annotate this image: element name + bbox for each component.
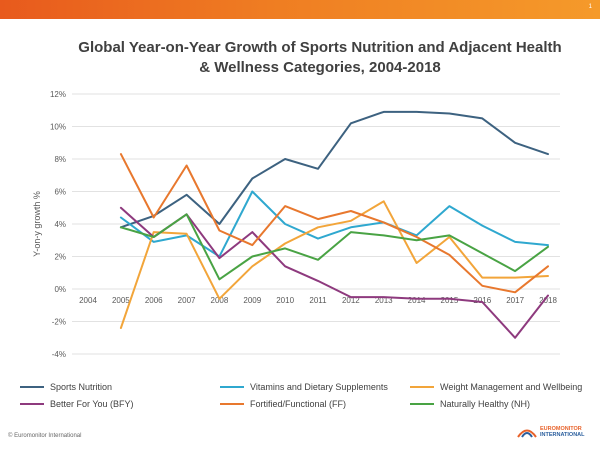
legend-label: Vitamins and Dietary Supplements [250, 382, 388, 392]
legend-label: Naturally Healthy (NH) [440, 399, 531, 409]
legend-item: Sports Nutrition [20, 382, 112, 392]
legend-item: Fortified/Functional (FF) [220, 399, 346, 409]
legend-swatch [220, 386, 244, 388]
x-tick-label: 2018 [539, 296, 557, 305]
chart-legend: Sports Nutrition Vitamins and Dietary Sup… [20, 382, 582, 422]
y-tick-label: 12% [50, 90, 66, 99]
legend-swatch [410, 403, 434, 405]
y-tick-label: 0% [54, 285, 66, 294]
x-tick-label: 2011 [309, 296, 327, 305]
legend-label: Weight Management and Wellbeing [440, 382, 583, 392]
x-tick-label: 2013 [375, 296, 393, 305]
x-tick-label: 2015 [441, 296, 459, 305]
logo-line-1: EUROMONITOR [540, 426, 582, 432]
series-line-fortified-functional-ff [119, 153, 549, 294]
series-line-better-for-you-bfy [119, 206, 549, 339]
legend-swatch [410, 386, 434, 388]
x-tick-label: 2006 [145, 296, 163, 305]
series-line-weight-management-and-wellbeing [119, 200, 549, 329]
top-accent-band: 1 [0, 0, 600, 19]
x-tick-label: 2016 [473, 296, 491, 305]
legend-label: Better For You (BFY) [50, 399, 134, 409]
slide-number: 1 [588, 4, 592, 10]
x-tick-label: 2009 [243, 296, 261, 305]
series-line-vitamins-and-dietary-supplements [119, 190, 549, 258]
y-tick-label: 10% [50, 123, 66, 132]
series-line-naturally-healthy-nh [119, 213, 549, 281]
legend-swatch [20, 386, 44, 388]
x-tick-label: 2004 [79, 296, 97, 305]
chart-title: Global Year-on-Year Growth of Sports Nut… [40, 38, 600, 78]
copyright-text: © Euromonitor International [8, 433, 82, 439]
y-tick-label: -2% [52, 318, 66, 327]
logo-line-2: INTERNATIONAL [540, 432, 585, 438]
legend-item: Vitamins and Dietary Supplements [220, 382, 388, 392]
logo-mark-icon [517, 429, 537, 438]
legend-item: Naturally Healthy (NH) [410, 399, 530, 409]
y-tick-label: -4% [52, 350, 66, 359]
x-tick-label: 2012 [342, 296, 360, 305]
x-tick-label: 2008 [211, 296, 229, 305]
legend-swatch [220, 403, 244, 405]
legend-label: Sports Nutrition [50, 382, 113, 392]
chart-title-line-1: Global Year-on-Year Growth of Sports Nut… [78, 39, 562, 56]
legend-item: Weight Management and Wellbeing [410, 382, 582, 392]
legend-item: Better For You (BFY) [20, 399, 134, 409]
chart-title-line-2: & Wellness Categories, 2004-2018 [199, 59, 441, 76]
x-tick-label: 2014 [408, 296, 426, 305]
x-tick-label: 2010 [276, 296, 294, 305]
line-chart: -4% -2% 0% 2% 4% 6% 8% 10% 12% 2004 2005 2006 2007 20… [32, 90, 560, 359]
series-line-sports-nutrition [119, 110, 549, 229]
x-tick-label: 2017 [506, 296, 524, 305]
x-tick-label: 2005 [112, 296, 130, 305]
legend-swatch [20, 403, 44, 405]
y-tick-label: 8% [54, 155, 66, 164]
x-tick-label: 2007 [178, 296, 196, 305]
y-tick-label: 4% [54, 220, 66, 229]
y-tick-label: 2% [54, 253, 66, 262]
y-axis-label: Y-on-y growth % [32, 191, 42, 257]
euromonitor-logo: EUROMONITOR INTERNATIONAL [517, 426, 585, 438]
y-tick-label: 6% [54, 188, 66, 197]
legend-label: Fortified/Functional (FF) [250, 399, 347, 409]
